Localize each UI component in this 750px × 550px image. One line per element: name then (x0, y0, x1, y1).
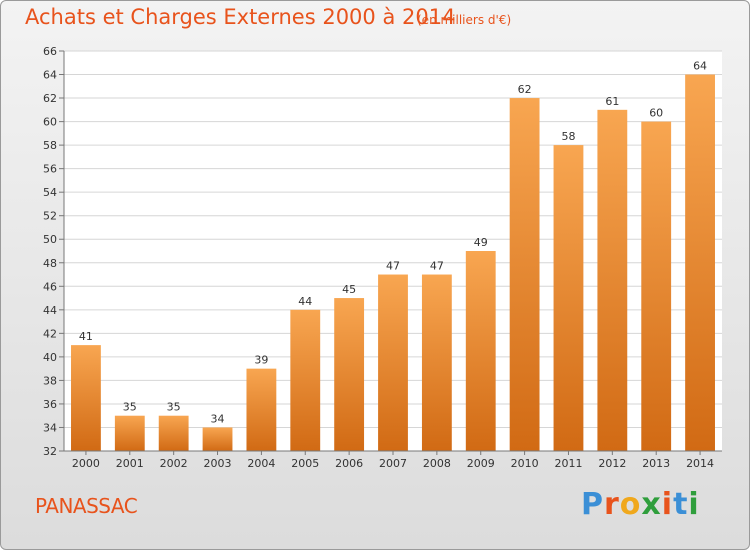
x-tick-label: 2014 (686, 457, 714, 470)
y-tick-label: 44 (43, 304, 57, 317)
bar (597, 109, 628, 451)
y-tick-label: 42 (43, 327, 57, 340)
bar (114, 415, 145, 451)
x-tick-label: 2006 (335, 457, 363, 470)
x-tick-label: 2009 (467, 457, 495, 470)
chart-title: Achats et Charges Externes 2000 à 2014 (25, 5, 456, 29)
commune-name: PANASSAC (35, 494, 138, 518)
logo-letter: r (604, 487, 620, 522)
data-label: 49 (474, 236, 488, 249)
x-tick-label: 2007 (379, 457, 407, 470)
bar (421, 274, 452, 451)
chart-unit: (en milliers d'€) (417, 13, 512, 27)
data-label: 44 (298, 295, 312, 308)
logo-letter: o (619, 487, 642, 522)
data-label: 39 (254, 354, 268, 367)
bar (641, 121, 672, 452)
data-label: 60 (649, 107, 663, 120)
logo-letter: i (661, 487, 674, 522)
logo-letter: t (673, 487, 689, 522)
bar (290, 309, 321, 451)
x-tick-label: 2008 (423, 457, 451, 470)
x-tick-label: 2011 (554, 457, 582, 470)
y-tick-label: 46 (43, 280, 57, 293)
y-tick-label: 62 (43, 92, 57, 105)
bar (378, 274, 408, 451)
x-tick-label: 2003 (204, 457, 232, 470)
bar (334, 298, 365, 451)
logo-letter: x (641, 487, 662, 522)
data-label: 34 (211, 412, 225, 425)
y-tick-label: 50 (43, 233, 57, 246)
y-tick-label: 58 (43, 139, 57, 152)
bar (202, 427, 233, 451)
data-label: 47 (430, 260, 444, 273)
axes: 32 34 36 38 40 42 44 46 48 50 52 54 56 58 60 62 64 66 2000… (43, 45, 722, 470)
x-tick-label: 2000 (72, 457, 100, 470)
data-label: 58 (561, 130, 575, 143)
bar (71, 345, 101, 451)
logo-letter: i (688, 487, 700, 522)
y-tick-label: 34 (43, 421, 57, 434)
bar (246, 368, 277, 451)
proxiti-logo: Proxiti (581, 487, 700, 522)
x-tick-label: 2001 (116, 457, 144, 470)
y-tick-label: 38 (43, 374, 57, 387)
bar (553, 145, 584, 451)
data-label: 62 (518, 83, 532, 96)
bar (465, 251, 496, 451)
data-label: 61 (605, 95, 619, 108)
y-tick-label: 56 (43, 163, 57, 176)
y-tick-label: 60 (43, 116, 57, 129)
x-tick-label: 2012 (598, 457, 626, 470)
x-tick-label: 2004 (247, 457, 275, 470)
y-tick-label: 54 (43, 186, 57, 199)
x-tick-label: 2010 (511, 457, 539, 470)
x-tick-label: 2002 (160, 457, 188, 470)
y-tick-label: 64 (43, 69, 57, 82)
x-tick-label: 2013 (642, 457, 670, 470)
y-tick-label: 40 (43, 351, 57, 364)
y-tick-label: 32 (43, 445, 57, 458)
x-tick-label: 2005 (291, 457, 319, 470)
bar (509, 98, 540, 451)
data-label: 41 (79, 330, 93, 343)
bar (685, 74, 715, 451)
data-label: 35 (123, 401, 137, 414)
data-label: 64 (693, 60, 707, 73)
data-label: 45 (342, 283, 356, 296)
y-tick-label: 52 (43, 210, 57, 223)
data-label: 47 (386, 260, 400, 273)
y-tick-label: 36 (43, 398, 57, 411)
data-label: 35 (167, 401, 181, 414)
y-tick-label: 48 (43, 257, 57, 270)
logo-letter: P (581, 487, 604, 522)
bars: 41 35 35 34 39 44 45 47 47 49 62 58 61 60 64 (71, 60, 715, 452)
bar (158, 415, 189, 451)
y-tick-label: 66 (43, 45, 57, 58)
